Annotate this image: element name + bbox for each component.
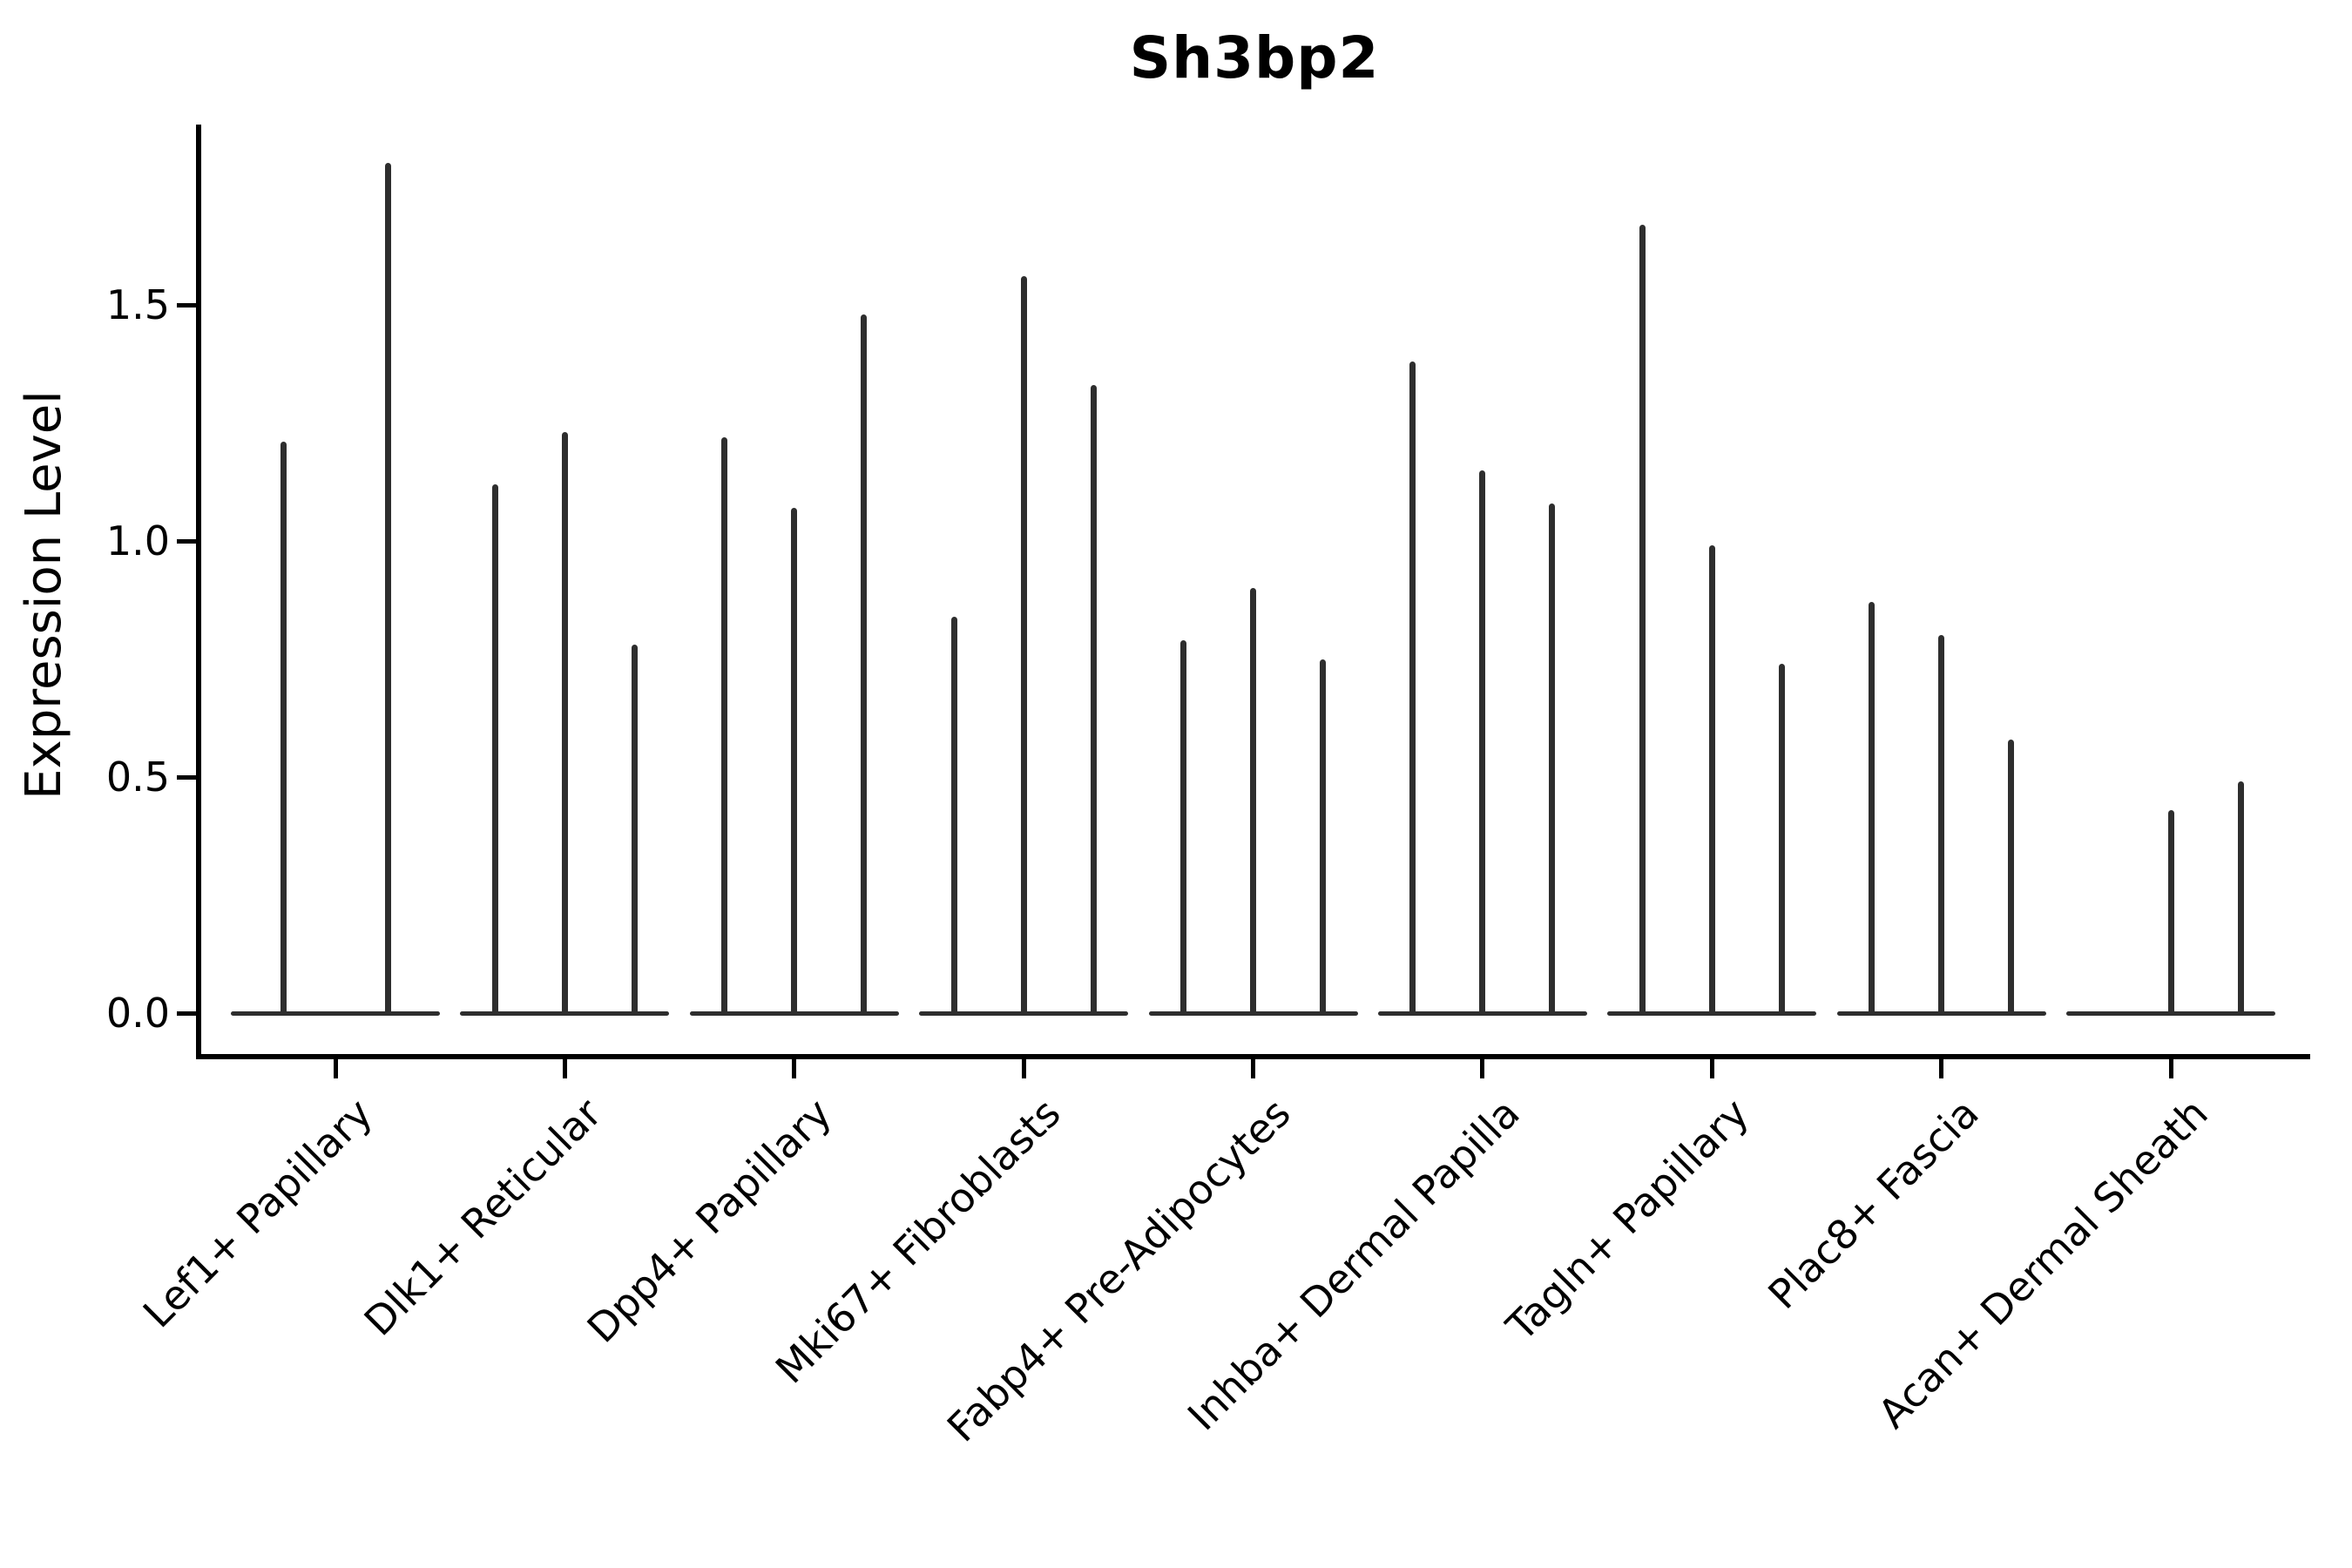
violin-baseline [460, 1010, 670, 1016]
violin-baseline [1607, 1010, 1817, 1016]
y-tick-label: 1.5 [105, 281, 170, 328]
y-tick-label: 1.0 [105, 517, 170, 564]
violin-spike [1778, 663, 1785, 1013]
chart-title: Sh3bp2 [1129, 24, 1380, 91]
violin-baseline [1148, 1010, 1358, 1016]
x-tick-label: Tagln+ Papillary [1497, 1089, 1759, 1350]
y-axis-spine [196, 125, 201, 1059]
violin-spike [2167, 809, 2174, 1013]
x-tick-mark [1709, 1058, 1714, 1078]
violin-spike [1180, 639, 1186, 1013]
violin-spike [1639, 224, 1646, 1013]
violin-baseline [2066, 1010, 2275, 1016]
violin-spike [1938, 635, 1945, 1013]
violin-spike [791, 508, 798, 1013]
y-tick-mark [177, 302, 196, 308]
x-tick-label: Dpp4+ Papillary [578, 1089, 841, 1352]
y-tick-label: 0.5 [105, 754, 170, 801]
x-tick-mark [1480, 1058, 1485, 1078]
violin-spike [491, 483, 498, 1013]
x-tick-mark [562, 1058, 567, 1078]
violin-spike [1479, 470, 1486, 1013]
x-tick-label: Plac8+ Fascia [1758, 1089, 1988, 1318]
x-axis-spine [196, 1054, 2310, 1059]
violin-spike [861, 314, 868, 1013]
violin-spike [2008, 739, 2015, 1013]
x-tick-mark [792, 1058, 797, 1078]
x-tick-label: Lef1+ Papillary [133, 1089, 382, 1337]
violin-spike [1708, 545, 1715, 1013]
x-tick-mark [2168, 1058, 2173, 1078]
violin-baseline [231, 1010, 440, 1016]
violin-spike [950, 616, 957, 1013]
y-tick-label: 0.0 [105, 990, 170, 1037]
x-tick-label: Dlk1+ Reticular [355, 1089, 612, 1345]
violin-baseline [689, 1010, 899, 1016]
x-tick-mark [1251, 1058, 1255, 1078]
y-tick-mark [177, 1010, 196, 1016]
violin-baseline [919, 1010, 1129, 1016]
x-tick-mark [333, 1058, 338, 1078]
violin-baseline [1377, 1010, 1587, 1016]
y-tick-mark [177, 538, 196, 544]
violin-baseline [1836, 1010, 2046, 1016]
violin-spike [1250, 588, 1256, 1013]
violin-spike [561, 432, 568, 1013]
violin-spike [721, 436, 728, 1013]
violin-spike [1409, 362, 1416, 1013]
x-tick-mark [1021, 1058, 1026, 1078]
y-tick-mark [177, 774, 196, 780]
violin-spike [280, 442, 287, 1013]
violin-spike [631, 645, 638, 1013]
x-tick-mark [1939, 1058, 1944, 1078]
violin-spike [1869, 602, 1876, 1013]
violin-spike [1020, 276, 1027, 1013]
violin-spike [384, 163, 391, 1013]
violin-spike [1320, 659, 1326, 1013]
violin-spike [2237, 781, 2244, 1013]
violin-spike [1549, 503, 1556, 1013]
violin-spike [1090, 385, 1097, 1013]
